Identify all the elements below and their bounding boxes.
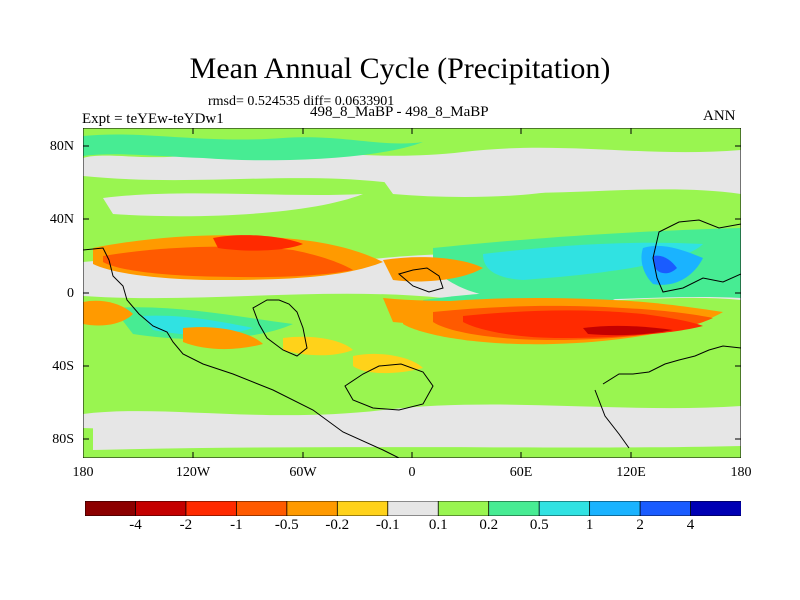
coast-antarctic-south xyxy=(594,389,630,449)
colorbar-swatch xyxy=(387,501,439,516)
field-orange2-north-pacific xyxy=(103,246,353,278)
y-tick-label: 80S xyxy=(52,432,74,447)
coast-west-africa xyxy=(397,267,444,293)
colorbar-swatch xyxy=(538,501,591,516)
field-gray-patch-3 xyxy=(93,417,741,450)
colorbar-label: 2 xyxy=(636,517,644,533)
colorbar-label: -0.5 xyxy=(274,517,299,533)
rmsd-diff-stats: rmsd= 0.524535 diff= 0.0633901 xyxy=(208,94,395,109)
colorbar-label: 0.2 xyxy=(479,517,499,533)
y-tick-label: 80N xyxy=(49,139,74,154)
y-tick-label: 40N xyxy=(49,212,74,227)
colorbar-swatch xyxy=(488,501,540,516)
x-tick-label: 60E xyxy=(509,465,533,480)
plot-title: Mean Annual Cycle (Precipitation) xyxy=(189,52,611,85)
field-red-north-pacific xyxy=(213,235,303,251)
colorbar-swatch xyxy=(437,501,490,516)
x-tick-label: 180 xyxy=(72,465,94,480)
x-tick-label: 120W xyxy=(175,465,211,480)
colorbar xyxy=(85,501,741,516)
field-orange-west-edge xyxy=(83,300,133,326)
colorbar-label: -2 xyxy=(179,517,193,533)
colorbar-label: 4 xyxy=(686,517,695,533)
x-tick-label: 60W xyxy=(289,465,317,480)
coast-central-america xyxy=(252,299,308,357)
colorbar-swatch xyxy=(639,501,692,516)
experiment-label: Expt = teYEw-teYDw1 xyxy=(82,111,224,127)
colorbar-label: 0.1 xyxy=(428,517,448,533)
field-orange-south-pacific xyxy=(183,327,263,350)
field-darkblue-indonesia xyxy=(653,255,677,274)
y-tick-label: 0 xyxy=(67,286,74,301)
colorbar-swatch xyxy=(690,501,741,516)
field-teal-north xyxy=(83,134,423,161)
colorbar-swatch xyxy=(235,501,288,516)
field-yellow-south-atlantic xyxy=(353,353,423,374)
difference-label: 498_8_MaBP - 498_8_MaBP xyxy=(310,104,489,120)
colorbar-swatch xyxy=(286,501,339,516)
colorbar-swatch xyxy=(135,501,187,516)
x-tick-label: 0 xyxy=(408,465,416,480)
colorbar-label: -1 xyxy=(230,517,243,533)
colorbar-swatch xyxy=(336,501,389,516)
colorbar-label: 0.5 xyxy=(529,517,549,533)
coast-americas-west xyxy=(83,247,400,458)
colorbar-swatch xyxy=(589,501,641,516)
colorbar-label: 1 xyxy=(585,517,594,533)
season-label: ANN xyxy=(703,108,736,124)
colorbar-label: -0.2 xyxy=(325,517,350,533)
field-gray-patch-2 xyxy=(383,177,603,197)
axis-ticks xyxy=(83,128,741,458)
field-gray-patch-1 xyxy=(103,193,363,217)
coastlines xyxy=(83,219,741,458)
colorbar-label: -4 xyxy=(129,517,142,533)
y-tick-label: 40S xyxy=(52,359,74,374)
precipitation-difference-map xyxy=(83,128,741,458)
x-tick-label: 120E xyxy=(616,465,646,480)
colorbar-swatch xyxy=(185,501,238,516)
field-darkred-south-indian xyxy=(583,325,673,336)
coast-asia-east xyxy=(652,219,741,293)
field-yellow-south-america xyxy=(283,336,353,356)
field-orange-atlantic xyxy=(383,257,483,282)
colorbar-swatch xyxy=(85,501,137,516)
coast-south-africa xyxy=(344,363,434,411)
coast-antarctic-east xyxy=(602,345,741,385)
x-tick-label: 180 xyxy=(730,465,752,480)
colorbar-label: -0.1 xyxy=(375,517,400,533)
